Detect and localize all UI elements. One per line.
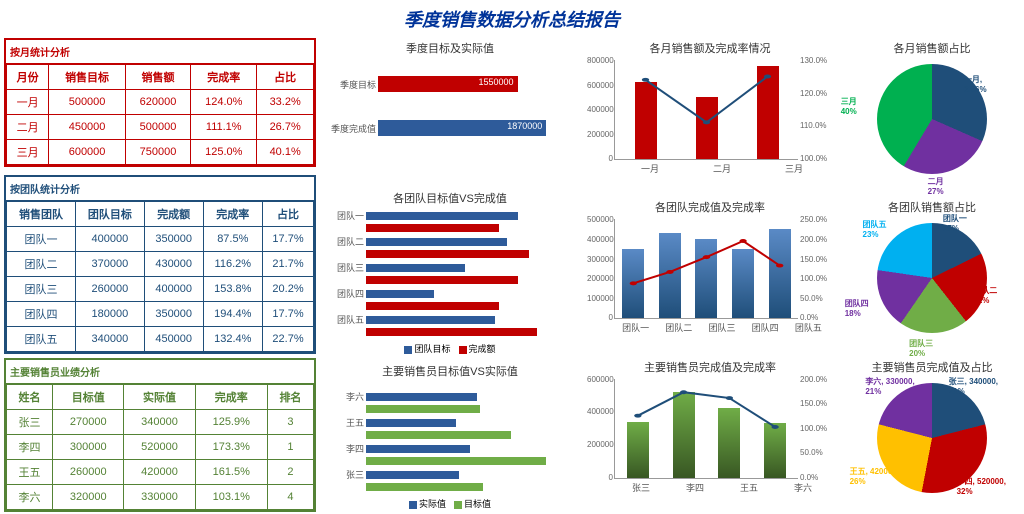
table-row: 李四300000520000173.3%1: [7, 435, 314, 460]
person-pie: 主要销售员完成值及占比 张三, 340000,21%李四, 520000,32%…: [840, 355, 1024, 514]
table-row: 团队五340000450000132.4%22.7%: [7, 327, 314, 352]
table-header: 目标值: [53, 385, 124, 410]
table-row: 一月500000620000124.0%33.2%: [7, 90, 314, 115]
table-header: 完成额: [144, 202, 203, 227]
table-header: 销售目标: [49, 65, 126, 90]
team-bar-chart: 各团队完成值及完成率 50000040000030000020000010000…: [580, 195, 840, 354]
table-row: 李六320000330000103.1%4: [7, 485, 314, 510]
team-table: 按团队统计分析销售团队团队目标完成额完成率占比团队一40000035000087…: [4, 175, 316, 354]
table-header: 完成率: [203, 202, 263, 227]
team-hbar-chart: 各团队目标值VS完成值 团队一 团队二 团队三 团队四 团队五 团队目标完成额: [320, 186, 580, 359]
table-row: 张三270000340000125.9%3: [7, 410, 314, 435]
table-header: 团队目标: [75, 202, 144, 227]
report-title: 季度销售数据分析总结报告: [0, 0, 1024, 36]
pie-column: 各月销售额占比 一月,31.6%二月27%三月40% 各团队销售额占比 团队一1…: [840, 36, 1024, 514]
table-header: 占比: [263, 202, 314, 227]
table-header: 销售团队: [7, 202, 76, 227]
quarter-hbar-chart: 季度目标及实际值 季度目标1550000季度完成值1870000: [320, 36, 580, 186]
month-bar-chart: 各月销售额及完成率情况 8000006000004000002000000130…: [580, 36, 840, 195]
table-row: 三月600000750000125.0%40.1%: [7, 140, 314, 165]
vbar-column: 各月销售额及完成率情况 8000006000004000002000000130…: [580, 36, 840, 514]
table-header: 完成率: [195, 385, 267, 410]
hbar-column: 季度目标及实际值 季度目标1550000季度完成值1870000 各团队目标值V…: [320, 36, 580, 514]
table-header: 排名: [267, 385, 313, 410]
table-header: 姓名: [7, 385, 53, 410]
table-row: 团队三260000400000153.8%20.2%: [7, 277, 314, 302]
table-header: 完成率: [191, 65, 257, 90]
person-bar-chart: 主要销售员完成值及完成率 6000004000002000000200.0%15…: [580, 355, 840, 514]
dashboard-grid: 按月统计分析月份销售目标销售额完成率占比一月500000620000124.0%…: [0, 36, 1024, 514]
table-header: 销售额: [125, 65, 190, 90]
tables-column: 按月统计分析月份销售目标销售额完成率占比一月500000620000124.0%…: [0, 36, 320, 514]
month-table: 按月统计分析月份销售目标销售额完成率占比一月500000620000124.0%…: [4, 38, 316, 167]
table-row: 王五260000420000161.5%2: [7, 460, 314, 485]
table-row: 二月450000500000111.1%26.7%: [7, 115, 314, 140]
person-hbar-chart: 主要销售员目标值VS实际值 李六 王五 李四 张三 实际值目标值: [320, 359, 580, 514]
table-header: 月份: [7, 65, 49, 90]
table-header: 占比: [257, 65, 314, 90]
team-pie: 各团队销售额占比 团队一17%团队二22%团队三20%团队四18%团队五23%: [840, 195, 1024, 354]
month-pie: 各月销售额占比 一月,31.6%二月27%三月40%: [840, 36, 1024, 195]
table-row: 团队四180000350000194.4%17.7%: [7, 302, 314, 327]
table-header: 实际值: [124, 385, 195, 410]
person-table: 主要销售员业绩分析姓名目标值实际值完成率排名张三270000340000125.…: [4, 358, 316, 512]
table-row: 团队二370000430000116.2%21.7%: [7, 252, 314, 277]
table-row: 团队一40000035000087.5%17.7%: [7, 227, 314, 252]
